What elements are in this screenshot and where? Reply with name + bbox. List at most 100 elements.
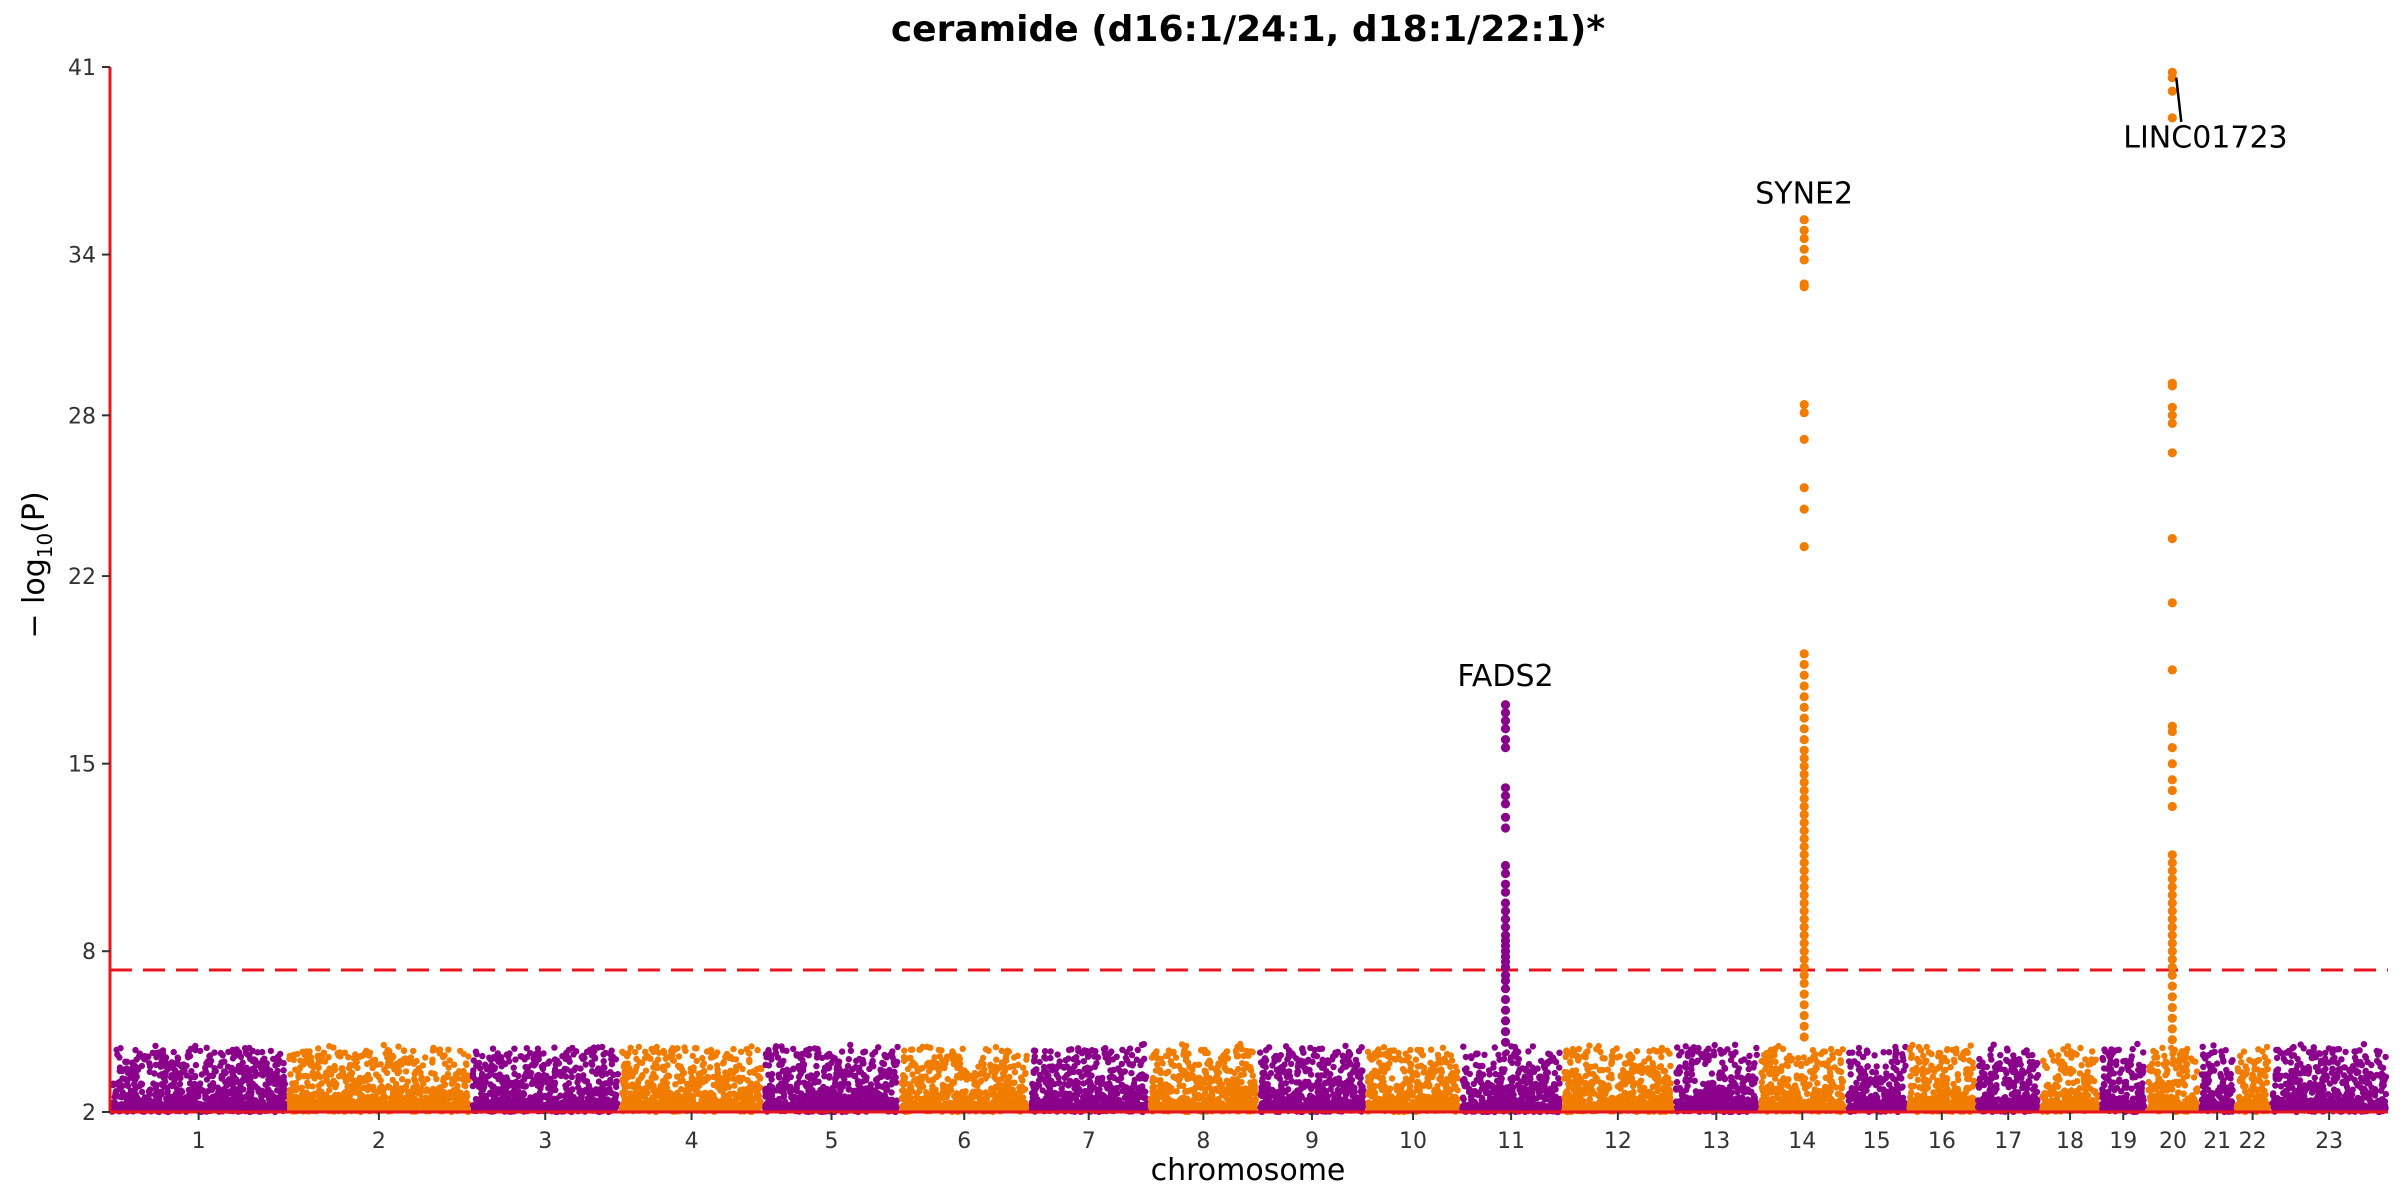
snp-point: [689, 1052, 696, 1060]
snp-point: [203, 1044, 210, 1052]
snp-point: [825, 1051, 832, 1058]
snp-point: [811, 1079, 818, 1086]
snp-point: [1006, 1079, 1013, 1086]
snp-point: [669, 1056, 676, 1064]
snp-point: [222, 1094, 229, 1102]
snp-point: [363, 1060, 371, 1068]
snp-point: [400, 1056, 407, 1063]
snp-point: [254, 1049, 261, 1056]
snp-point: [112, 1103, 119, 1110]
snp-point: [511, 1045, 518, 1052]
snp-point: [753, 1080, 760, 1087]
snp-point: [651, 1060, 659, 1067]
snp-point: [489, 1045, 497, 1052]
snp-point: [853, 1057, 860, 1065]
snp-point: [952, 1098, 959, 1105]
snp-point: [551, 1079, 559, 1086]
snp-point: [151, 1103, 159, 1111]
snp-point: [772, 1045, 779, 1052]
snp-point: [916, 1088, 923, 1095]
snp-point: [685, 1100, 692, 1107]
snp-point: [821, 1073, 828, 1080]
snp-point: [130, 1093, 138, 1100]
snp-point: [441, 1102, 448, 1109]
snp-point: [927, 1044, 934, 1051]
snp-point: [1015, 1061, 1022, 1069]
snp-point: [894, 1043, 901, 1051]
snp-point: [152, 1042, 159, 1050]
snp-point: [524, 1097, 531, 1105]
snp-point: [606, 1080, 613, 1087]
snp-point: [278, 1083, 285, 1091]
snp-point: [510, 1079, 517, 1087]
snp-point: [207, 1057, 215, 1065]
snp-point: [737, 1048, 745, 1056]
snp-point: [523, 1069, 530, 1077]
snp-point: [332, 1102, 339, 1110]
snp-point: [813, 1062, 820, 1070]
snp-point: [247, 1076, 254, 1083]
snp-point: [450, 1089, 458, 1097]
snp-point: [730, 1045, 737, 1053]
snp-point: [153, 1087, 160, 1094]
snp-point: [393, 1082, 400, 1090]
snp-point: [274, 1061, 281, 1068]
snp-point: [309, 1069, 316, 1076]
snp-point: [433, 1075, 440, 1083]
snp-point: [812, 1072, 819, 1080]
snp-point: [225, 1048, 232, 1056]
snp-point: [732, 1056, 740, 1063]
snp-point: [548, 1095, 555, 1103]
snp-point: [267, 1047, 275, 1055]
snp-point: [450, 1101, 457, 1108]
snp-point: [563, 1100, 570, 1108]
snp-point: [592, 1103, 600, 1110]
snp-point: [318, 1080, 325, 1087]
snp-point: [510, 1064, 517, 1071]
snp-point: [925, 1092, 933, 1099]
snp-point: [112, 1088, 120, 1095]
snp-point: [1013, 1093, 1021, 1100]
snp-point: [258, 1092, 265, 1099]
snp-point: [232, 1101, 239, 1109]
snp-point: [705, 1098, 712, 1105]
snp-point: [260, 1057, 267, 1064]
snp-point: [241, 1045, 249, 1052]
snp-point: [787, 1103, 794, 1110]
snp-point: [602, 1098, 609, 1105]
snp-point: [839, 1083, 846, 1090]
snp-point: [488, 1062, 495, 1069]
snp-point: [429, 1047, 436, 1054]
snp-point: [746, 1069, 753, 1076]
snp-point: [482, 1062, 489, 1070]
snp-point: [152, 1061, 160, 1069]
snp-point: [327, 1095, 335, 1102]
snp-point: [364, 1086, 371, 1094]
snp-point: [697, 1070, 704, 1077]
snp-point: [551, 1066, 559, 1073]
snp-point: [203, 1076, 211, 1083]
snp-point: [981, 1095, 988, 1102]
snp-point: [311, 1075, 318, 1082]
snp-point: [517, 1079, 524, 1087]
snp-point: [582, 1103, 590, 1111]
snp-point: [237, 1082, 244, 1089]
snp-point: [290, 1051, 297, 1059]
snp-point: [644, 1103, 651, 1111]
snp-point: [892, 1074, 899, 1081]
snp-point: [706, 1064, 714, 1071]
snp-point: [469, 1082, 477, 1090]
snp-point: [804, 1073, 812, 1080]
snp-point: [572, 1065, 579, 1072]
snp-point: [173, 1085, 180, 1092]
snp-point: [936, 1092, 943, 1099]
snp-point: [383, 1100, 390, 1107]
snp-point: [172, 1098, 179, 1105]
snp-point: [295, 1074, 302, 1081]
snp-point: [523, 1045, 530, 1052]
snp-point: [445, 1064, 452, 1071]
snp-point: [257, 1071, 264, 1078]
snp-point: [884, 1102, 891, 1109]
snp-point: [399, 1100, 406, 1107]
snp-point: [745, 1084, 753, 1091]
